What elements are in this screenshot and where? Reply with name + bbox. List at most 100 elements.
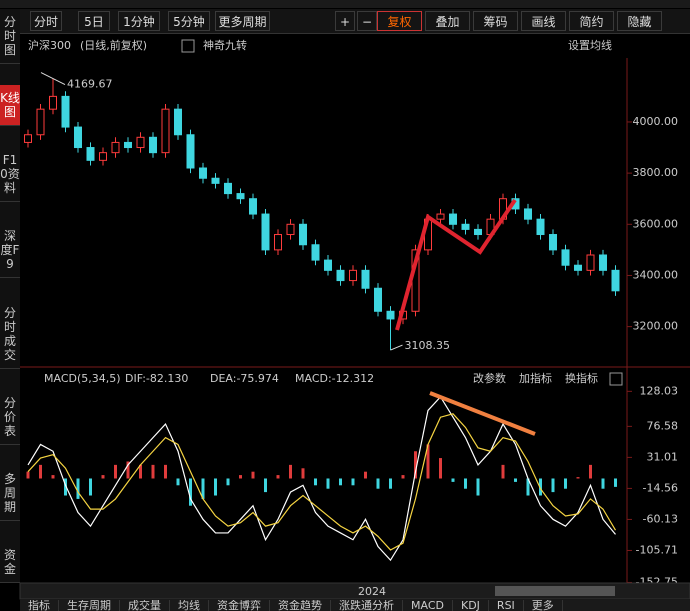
tool-button[interactable]: 画线 bbox=[521, 11, 566, 31]
tool-button[interactable]: 简约 bbox=[569, 11, 614, 31]
period-button[interactable]: 更多周期 bbox=[215, 11, 270, 31]
indicator-tab[interactable]: 更多 bbox=[524, 600, 563, 611]
macd-bar bbox=[539, 478, 542, 496]
indicator-tab[interactable]: 均线 bbox=[170, 600, 209, 611]
macd-bar bbox=[139, 464, 142, 479]
macd-title: MACD(5,34,5) bbox=[44, 372, 121, 385]
macd-bar bbox=[451, 478, 455, 482]
candle-body bbox=[274, 234, 282, 251]
candle-body bbox=[524, 208, 532, 220]
tool-button[interactable]: 筹码 bbox=[473, 11, 518, 31]
candle-body bbox=[261, 213, 270, 251]
sidebar-tab[interactable]: 深度F9 bbox=[0, 223, 20, 279]
macd-bar bbox=[214, 478, 217, 496]
y-tick-label: 3400.00 bbox=[633, 268, 679, 281]
min-pointer bbox=[390, 344, 403, 351]
macd-bar bbox=[351, 478, 355, 486]
sidebar-tab[interactable]: 分价表 bbox=[0, 390, 20, 445]
candle-body bbox=[311, 244, 320, 261]
macd-bar bbox=[226, 478, 230, 486]
time-label: 2024 bbox=[358, 585, 386, 598]
macd-bar bbox=[301, 468, 305, 479]
candle-body bbox=[199, 167, 207, 179]
macd-bar bbox=[401, 475, 405, 479]
macd-label: MACD:-12.312 bbox=[295, 372, 374, 385]
sidebar-tab[interactable]: 分时图 bbox=[0, 9, 20, 64]
candle-body bbox=[449, 213, 457, 225]
macd-bar bbox=[151, 464, 155, 479]
macd-bar bbox=[414, 451, 417, 479]
macd-bar bbox=[251, 471, 255, 479]
macd-bar bbox=[276, 475, 280, 479]
candle-body bbox=[61, 95, 70, 128]
sidebar-tab[interactable]: 分时成交 bbox=[0, 300, 20, 369]
y-tick-label: -105.71 bbox=[636, 543, 678, 556]
indicator-tab[interactable]: 成交量 bbox=[120, 600, 170, 611]
tool-button[interactable]: 隐藏 bbox=[617, 11, 662, 31]
toolbar: 分时 5日 1分钟 5分钟 更多周期 + − 复权 叠加 筹码 画线 简约 隐藏 bbox=[20, 9, 690, 34]
candle-body bbox=[549, 234, 557, 251]
indicator-tab[interactable]: RSI bbox=[489, 600, 524, 611]
indicator-tab[interactable]: KDJ bbox=[453, 600, 489, 611]
candle-body bbox=[436, 213, 445, 220]
macd-bar bbox=[389, 478, 392, 489]
macd-action[interactable]: 换指标 bbox=[565, 371, 598, 385]
candle-body bbox=[174, 108, 182, 136]
indicator-tab[interactable]: 资金趋势 bbox=[270, 600, 331, 611]
candle-body bbox=[586, 254, 595, 271]
candle-body bbox=[136, 136, 145, 149]
period-button[interactable]: 分时 bbox=[30, 11, 62, 31]
sidebar-tab[interactable]: K线图 bbox=[0, 85, 20, 127]
sidebar-tab[interactable]: 多周期 bbox=[0, 466, 20, 521]
max-pointer bbox=[40, 72, 66, 85]
macd-bar bbox=[589, 464, 592, 479]
tool-button[interactable]: 叠加 bbox=[425, 11, 470, 31]
indicator-tab[interactable]: 资金博弈 bbox=[209, 600, 270, 611]
macd-bar bbox=[514, 478, 517, 482]
candle-body bbox=[386, 310, 395, 320]
tool-button[interactable]: 复权 bbox=[377, 11, 422, 31]
macd-bar bbox=[189, 478, 192, 506]
dif-label: DIF:-82.130 bbox=[125, 372, 188, 385]
candle-body bbox=[161, 108, 170, 154]
macd-action[interactable]: 改参数 bbox=[473, 371, 506, 385]
macd-bar bbox=[239, 475, 242, 479]
y-tick-label: 3800.00 bbox=[633, 166, 679, 179]
candle-body bbox=[149, 136, 157, 154]
divergence-drawing bbox=[429, 391, 536, 436]
macd-bar bbox=[76, 478, 80, 499]
candle-body bbox=[49, 95, 57, 110]
candle-body bbox=[211, 177, 220, 184]
macd-action[interactable]: 加指标 bbox=[519, 371, 552, 385]
indicator-tab[interactable]: MACD bbox=[403, 600, 453, 611]
indicator-tab[interactable]: 指标 bbox=[20, 600, 59, 611]
macd-bar bbox=[51, 475, 55, 479]
period-button[interactable]: 1分钟 bbox=[118, 11, 160, 31]
chart-title: 沪深300 bbox=[28, 38, 71, 52]
price-panel-bg bbox=[20, 34, 690, 366]
min-label: 3108.35 bbox=[405, 339, 451, 352]
sidebar-tab[interactable]: 资金 bbox=[0, 542, 20, 583]
scroll-thumb[interactable] bbox=[495, 586, 615, 596]
candle-body bbox=[599, 254, 607, 271]
candle-body bbox=[374, 287, 382, 312]
indicator-tab[interactable]: 生存周期 bbox=[59, 600, 120, 611]
macd-bar bbox=[614, 478, 617, 487]
zoom-button[interactable]: + bbox=[335, 11, 355, 31]
macd-bar bbox=[476, 478, 480, 496]
candle-body bbox=[186, 134, 195, 169]
period-button[interactable]: 5日 bbox=[78, 11, 110, 31]
chart-subtitle: (日线,前复权) bbox=[80, 38, 147, 52]
y-tick-label: 76.58 bbox=[647, 419, 679, 432]
sidebar-tab[interactable]: F10资料 bbox=[0, 147, 20, 203]
zoom-button[interactable]: − bbox=[357, 11, 377, 31]
candle-body bbox=[224, 182, 232, 195]
macd-bar bbox=[426, 444, 430, 479]
sidebar: 分时图 K线图 F10资料深度F9 分时成交分价表多周期资金 bbox=[0, 9, 20, 583]
indicator-tab[interactable]: 涨跌通分析 bbox=[331, 600, 403, 611]
macd-bar bbox=[289, 464, 292, 479]
macd-bar bbox=[526, 478, 530, 496]
dea-line bbox=[27, 413, 617, 551]
macd-bar bbox=[564, 478, 567, 489]
period-button[interactable]: 5分钟 bbox=[168, 11, 210, 31]
